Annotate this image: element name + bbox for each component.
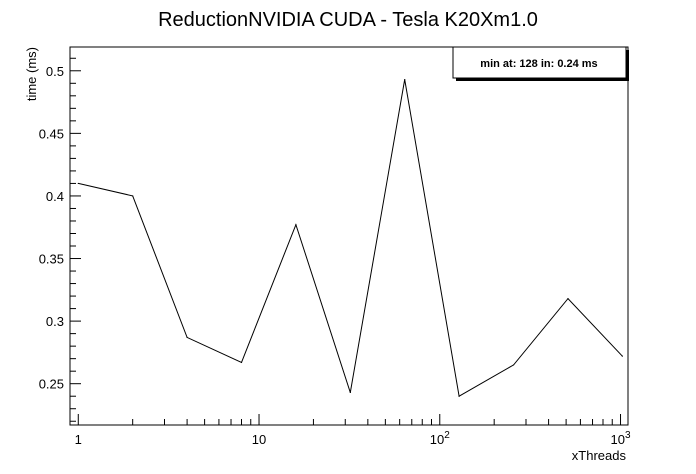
y-tick-label: 0.35 [39,252,64,267]
y-tick-label: 0.25 [39,377,64,392]
data-point [77,182,79,185]
x-tick-labels: 1 10 102 103 [75,430,631,447]
data-point [240,361,243,364]
data-point [567,297,569,300]
data-point [132,195,134,197]
chart-title: ReductionNVIDIA CUDA - Tesla K20Xm1.0 [158,9,538,31]
data-point [349,391,351,394]
data-layer [77,78,623,397]
data-point [512,364,515,366]
x-tick-label: 103 [611,430,631,447]
y-tick-labels: 0.25 0.3 0.35 0.4 0.45 0.5 [39,64,64,392]
data-point [404,78,406,81]
stats-box-text: min at: 128 in: 0.24 ms [480,58,597,70]
data-point [186,336,188,338]
y-tick-label: 0.4 [46,189,64,204]
stats-box-frame [452,46,627,79]
axis-ticks [70,57,622,425]
y-tick-label: 0.45 [39,126,64,141]
stats-box: min at: 128 in: 0.24 ms [452,46,629,81]
x-tick-label: 1 [75,432,82,447]
x-tick-label: 102 [430,430,450,447]
x-tick-label: 10 [252,432,266,447]
y-tick-label: 0.3 [46,314,64,329]
data-point [621,355,623,357]
y-axis-label: time (ms) [24,47,39,101]
plot-frame [69,46,629,426]
y-tick-label: 0.5 [46,64,64,79]
series-line [78,79,623,397]
data-point [458,395,460,397]
x-axis-label: xThreads [572,448,627,463]
data-point [295,224,297,226]
